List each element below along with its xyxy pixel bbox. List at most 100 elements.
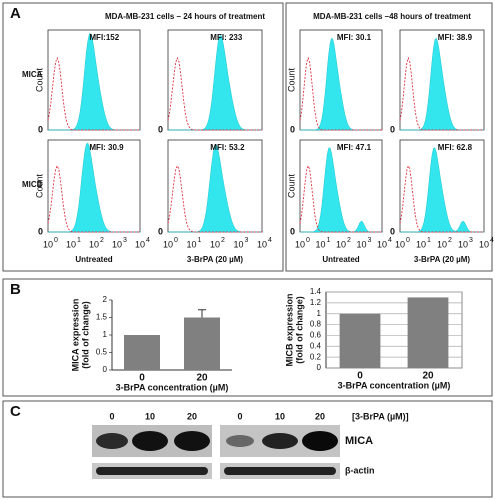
mfi-label: MFI: 30.1 [337,33,372,42]
histogram-treated [400,37,484,131]
group-title: MDA-MB-231 cells – 24 hours of treatment [105,12,265,21]
mfi-label: MFI: 30.9 [89,143,124,152]
lane-label: 0 [237,411,242,421]
tick-base: 10 [257,239,267,249]
y-tick-label: 0.8 [310,320,322,329]
histogram-treated [400,147,484,233]
histogram-isotype [47,56,140,131]
band [132,431,168,451]
tick-exponent: 1 [327,237,331,244]
panel-label: B [10,281,21,298]
y-zero: 0 [390,226,395,236]
bar [339,313,381,368]
tick-exponent: 4 [388,237,392,244]
band [224,467,336,475]
y-axis-label: Count [34,68,44,93]
y-zero: 0 [158,226,163,236]
y-tick-label: 1 [317,309,322,318]
tick-exponent: 4 [268,237,272,244]
tick-exponent: 3 [469,237,473,244]
tick-base: 10 [186,239,196,249]
lane-label: 10 [145,411,155,421]
panel-a-box-24h [2,2,284,272]
bar [407,297,449,368]
y-zero: 0 [38,226,43,236]
tick-exponent: 2 [100,237,104,244]
tick-exponent: 2 [221,237,225,244]
tick-base: 10 [112,239,122,249]
mfi-label: MFI: 38.9 [438,33,473,42]
tick-exponent: 1 [427,237,431,244]
tick-exponent: 3 [123,237,127,244]
lane-label: 10 [275,411,285,421]
band [302,431,338,451]
y-axis-label: Count [286,174,296,199]
x-axis-label: Untreated [322,255,359,264]
band [96,433,128,449]
histogram-isotype [399,56,484,131]
tick-exponent: 3 [368,237,372,244]
tick-exponent: 4 [146,237,150,244]
bar [184,317,220,370]
y-zero: 0 [290,124,295,134]
tick-exponent: 0 [174,237,178,244]
histogram-treated [300,147,382,233]
tick-base: 10 [356,239,366,249]
x-tick-label: 20 [422,371,434,382]
tick-base: 10 [295,239,305,249]
mfi-label: MFI: 47.1 [337,143,372,152]
y-axis-label: Count [34,174,44,199]
lane-label: 0 [109,411,114,421]
tick-exponent: 0 [306,237,310,244]
histogram-treated [300,37,382,131]
x-axis-label: 3-BrPA (20 µM) [414,255,471,264]
y-tick-label: 1.2 [310,298,322,307]
tick-base: 10 [437,239,447,249]
histogram-treated [48,142,140,233]
band-label: β-actin [345,465,375,475]
y-tick-label: 0 [317,363,322,372]
tick-base: 10 [479,239,489,249]
y-tick-label: 0.4 [310,341,322,350]
y-zero: 0 [390,124,395,134]
panel-label: A [10,5,21,22]
mfi-label: MFI: 233 [210,33,243,42]
y-zero: 0 [158,124,163,134]
error-bar [198,309,206,318]
y-tick-label: 0 [103,365,108,374]
histogram-isotype [299,56,382,131]
y-tick-label: 0.6 [310,331,322,340]
lane-label: 20 [187,411,197,421]
panel-label: C [10,403,21,420]
histogram-isotype [399,164,484,233]
y-axis-label: MICB expression [284,293,294,366]
x-axis-label: 3-BrPA (20 µM) [187,255,244,264]
tick-base: 10 [135,239,145,249]
tick-base: 10 [163,239,173,249]
mfi-label: MFI: 53.2 [210,143,245,152]
tick-base: 10 [66,239,76,249]
band [262,433,298,449]
tick-exponent: 1 [198,237,202,244]
tick-exponent: 1 [77,237,81,244]
y-tick-label: 1.5 [96,313,108,322]
histogram-isotype [299,164,382,233]
y-tick-label: 0.2 [310,352,322,361]
histogram-isotype [167,164,262,233]
x-tick-label: 0 [357,371,363,382]
tick-exponent: 4 [490,237,494,244]
tick-base: 10 [43,239,53,249]
histogram-isotype [47,164,140,233]
tick-exponent: 2 [347,237,351,244]
y-tick-label: 2 [103,295,108,304]
row-label: MICA [22,70,43,79]
x-tick-label: 0 [139,373,145,384]
mfi-label: MFI: 62.8 [438,143,473,152]
lane-label: 20 [315,411,325,421]
mfi-label: MFI:152 [89,33,119,42]
y-zero: 0 [290,226,295,236]
y-tick-label: 1 [103,330,108,339]
band [96,467,208,475]
tick-base: 10 [458,239,468,249]
y-zero: 0 [38,124,43,134]
